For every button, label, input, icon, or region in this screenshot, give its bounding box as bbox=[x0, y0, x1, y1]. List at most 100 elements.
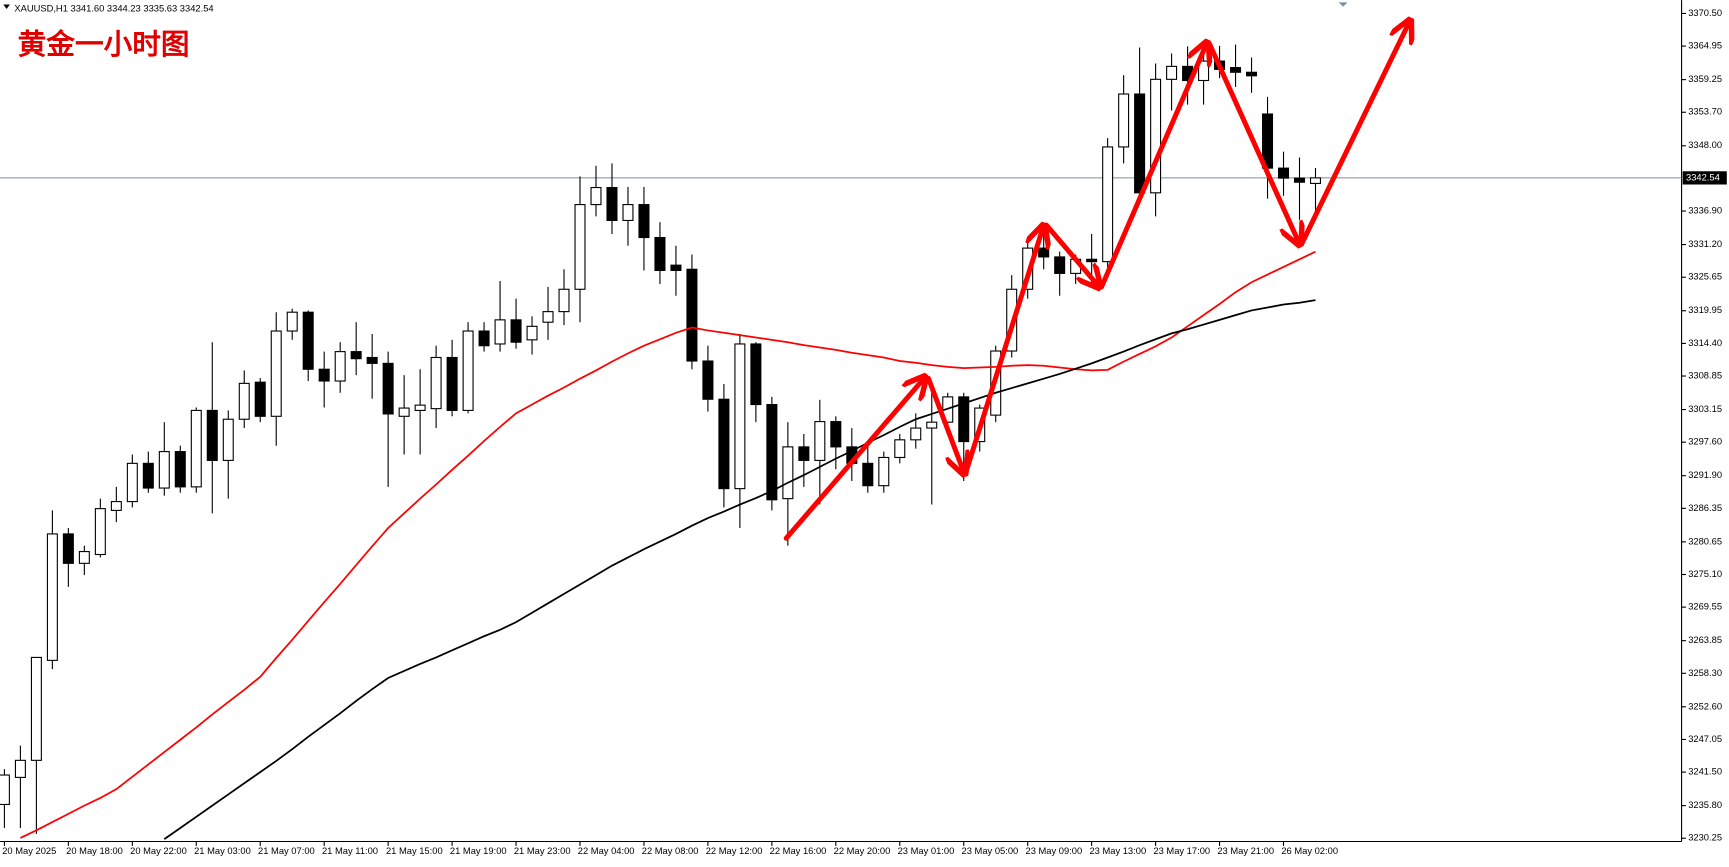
current-price-label: 3342.54 bbox=[1686, 172, 1720, 182]
y-tick-label: 3353.70 bbox=[1688, 107, 1722, 117]
candle-body bbox=[286, 311, 298, 332]
candle-body bbox=[494, 319, 506, 345]
arrow bbox=[1299, 22, 1409, 246]
candle-body bbox=[174, 451, 186, 488]
x-tick-label: 21 May 11:00 bbox=[322, 846, 378, 856]
x-tick-label: 21 May 19:00 bbox=[450, 846, 507, 856]
y-tick-label: 3319.95 bbox=[1688, 305, 1722, 315]
candle-body bbox=[1278, 167, 1290, 179]
candle-body bbox=[686, 268, 698, 362]
y-tick-label: 3286.35 bbox=[1688, 503, 1722, 513]
y-tick-label: 3359.25 bbox=[1688, 74, 1722, 84]
candle-body bbox=[1054, 256, 1066, 274]
candle-body bbox=[78, 551, 90, 564]
menu-triangle bbox=[3, 4, 10, 9]
candle-body bbox=[894, 439, 906, 459]
candle-body bbox=[574, 204, 586, 290]
y-tick-label: 3291.90 bbox=[1688, 470, 1722, 480]
candle-body bbox=[30, 656, 42, 761]
candle-body bbox=[782, 446, 794, 500]
moving-average bbox=[20, 250, 1316, 839]
candle-body bbox=[1309, 177, 1322, 184]
x-tick-label: 22 May 12:00 bbox=[706, 846, 763, 856]
candle-body bbox=[222, 418, 234, 461]
candle-body bbox=[318, 368, 330, 382]
moving-average bbox=[163, 299, 1316, 840]
candle-body bbox=[398, 407, 410, 417]
candle-body bbox=[718, 398, 730, 490]
y-tick-label: 3247.05 bbox=[1688, 734, 1722, 744]
candle-body bbox=[62, 533, 74, 564]
x-tick-label: 21 May 15:00 bbox=[386, 846, 443, 856]
candle-body bbox=[334, 351, 346, 382]
candle-body bbox=[1102, 146, 1114, 263]
candle-body bbox=[206, 409, 218, 461]
candle-body bbox=[238, 382, 250, 420]
y-tick-label: 3258.30 bbox=[1688, 668, 1722, 678]
candle-body bbox=[926, 421, 938, 429]
arrow bbox=[1207, 41, 1299, 242]
candle-body bbox=[590, 186, 602, 206]
x-tick-label: 20 May 22:00 bbox=[130, 846, 187, 856]
candle-body bbox=[158, 451, 170, 489]
x-tick-label: 23 May 09:00 bbox=[1025, 846, 1082, 856]
candle-body bbox=[670, 264, 682, 272]
y-tick-label: 3370.50 bbox=[1688, 8, 1722, 18]
y-tick-label: 3241.50 bbox=[1688, 767, 1722, 777]
candle-body bbox=[350, 351, 362, 360]
arrow bbox=[1099, 44, 1207, 290]
y-tick-label: 3303.15 bbox=[1688, 404, 1722, 414]
arrow bbox=[925, 375, 963, 472]
annotation-arrows bbox=[783, 22, 1409, 541]
chart-title: 黄金一小时图 bbox=[18, 27, 190, 61]
candle-body bbox=[1134, 93, 1146, 194]
x-tick-label: 26 May 02:00 bbox=[1281, 846, 1338, 856]
y-tick-label: 3269.55 bbox=[1688, 602, 1722, 612]
y-tick-label: 3252.60 bbox=[1688, 701, 1722, 711]
candle-body bbox=[830, 421, 842, 448]
candle-body bbox=[558, 288, 570, 313]
y-tick-label: 3230.25 bbox=[1688, 833, 1722, 843]
x-tick-label: 23 May 13:00 bbox=[1089, 846, 1146, 856]
candle-body bbox=[862, 462, 874, 487]
x-tick-label: 22 May 16:00 bbox=[770, 846, 827, 856]
candle-body bbox=[302, 311, 314, 370]
x-tick-label: 21 May 23:00 bbox=[514, 846, 571, 856]
x-tick-label: 20 May 2025 bbox=[2, 846, 56, 856]
candle-body bbox=[254, 381, 266, 417]
y-tick-label: 3348.00 bbox=[1688, 140, 1722, 150]
candle-body bbox=[510, 319, 522, 343]
candle-body bbox=[14, 759, 26, 778]
x-tick-label: 21 May 03:00 bbox=[194, 846, 251, 856]
candle-body bbox=[126, 462, 138, 503]
candle-body bbox=[750, 343, 762, 406]
x-tick-label: 23 May 21:00 bbox=[1217, 846, 1274, 856]
plot bbox=[0, 42, 1682, 840]
y-tick-label: 3314.40 bbox=[1688, 338, 1722, 348]
candle-body bbox=[1246, 71, 1258, 77]
candle-body bbox=[622, 204, 634, 222]
candle-body bbox=[958, 396, 970, 443]
candle-body bbox=[46, 533, 58, 661]
y-tick-label: 3308.85 bbox=[1688, 370, 1722, 380]
arrow bbox=[1043, 222, 1098, 286]
candle-body bbox=[1150, 78, 1162, 194]
y-tick-label: 3263.85 bbox=[1688, 635, 1722, 645]
candle-body bbox=[414, 404, 426, 411]
candle-body bbox=[270, 330, 282, 417]
arrow bbox=[963, 227, 1043, 475]
x-tick-label: 22 May 04:00 bbox=[578, 846, 635, 856]
candle-body bbox=[1038, 247, 1050, 258]
candle-body bbox=[638, 204, 650, 239]
candle-body bbox=[526, 325, 538, 341]
candle-body bbox=[798, 446, 810, 461]
candle-body bbox=[190, 409, 202, 488]
candle-body bbox=[478, 330, 490, 347]
candle-body bbox=[1086, 258, 1098, 263]
candle-body bbox=[446, 356, 458, 411]
candle-body bbox=[1230, 67, 1242, 73]
candle-body bbox=[1118, 93, 1130, 148]
x-tick-label: 23 May 01:00 bbox=[898, 846, 955, 856]
